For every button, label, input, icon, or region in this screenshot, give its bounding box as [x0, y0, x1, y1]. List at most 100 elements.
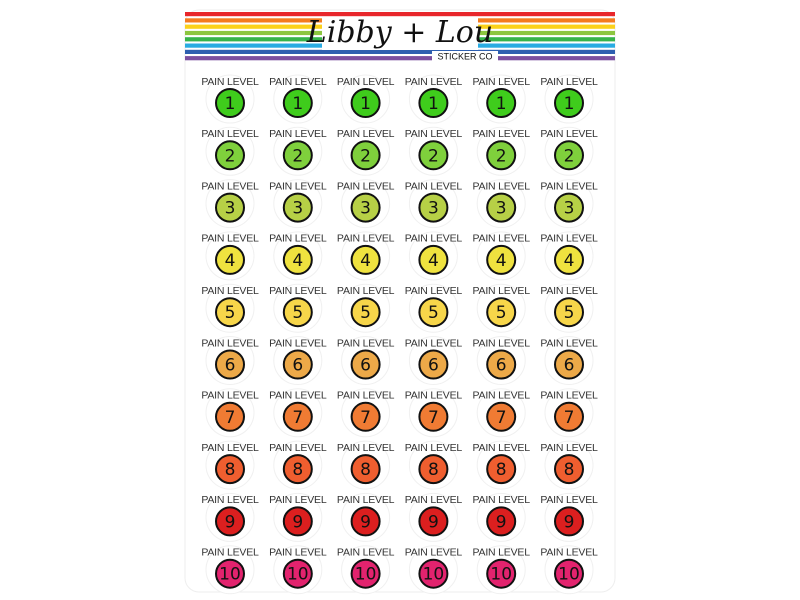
sticker-label: PAIN LEVEL	[473, 285, 531, 297]
sticker-badge	[486, 558, 517, 589]
sticker-badge	[418, 454, 449, 485]
sticker-number: 8	[496, 460, 507, 480]
sticker-badge	[554, 88, 584, 118]
sticker-badge	[350, 454, 381, 485]
brand-subtitle: STICKER CO	[437, 51, 492, 61]
sticker-label: PAIN LEVEL	[540, 546, 598, 558]
sticker-label: PAIN LEVEL	[473, 76, 531, 88]
sticker-badge	[554, 244, 584, 275]
sticker-badge	[282, 244, 313, 275]
sticker-label: PAIN LEVEL	[201, 76, 259, 88]
sticker-badge	[282, 454, 313, 485]
sticker-number: 7	[360, 408, 371, 428]
sticker-label: PAIN LEVEL	[269, 285, 327, 297]
sticker-badge	[282, 297, 313, 328]
sticker-label: PAIN LEVEL	[540, 128, 598, 140]
sticker-badge	[282, 140, 313, 171]
sticker-badge	[215, 297, 245, 328]
sticker-badge	[418, 192, 449, 223]
sticker-number: 4	[225, 251, 236, 271]
sticker-number: 5	[428, 303, 439, 323]
sticker-label: PAIN LEVEL	[473, 494, 531, 506]
sticker-label: PAIN LEVEL	[201, 285, 259, 297]
sticker-label: PAIN LEVEL	[473, 390, 531, 402]
sticker-label: PAIN LEVEL	[269, 180, 327, 192]
stripe	[185, 49, 615, 54]
sticker-badge	[215, 140, 245, 171]
sticker-label: PAIN LEVEL	[201, 180, 259, 192]
sticker-label: PAIN LEVEL	[473, 128, 531, 140]
sticker-number: 6	[225, 356, 236, 376]
sticker-label: PAIN LEVEL	[201, 128, 259, 140]
sticker-number: 4	[292, 251, 303, 271]
sticker-number: 9	[564, 512, 575, 532]
sticker-grid: PAIN LEVEL 1 PAIN LEVEL 1 PAIN LEVEL 1 PAIN LE…	[201, 74, 598, 595]
sticker-number: 1	[496, 94, 507, 114]
sticker-label: PAIN LEVEL	[201, 442, 259, 454]
sticker-badge	[418, 401, 449, 432]
sticker-label: PAIN LEVEL	[540, 390, 598, 402]
sticker-number: 1	[360, 94, 371, 114]
sticker-label: PAIN LEVEL	[473, 180, 531, 192]
sticker-badge	[350, 297, 381, 328]
sticker-number: 2	[225, 146, 236, 166]
stripe	[185, 12, 615, 17]
sticker-label: PAIN LEVEL	[540, 442, 598, 454]
sticker-badge	[486, 297, 517, 328]
sticker-badge	[418, 558, 449, 589]
sticker-badge	[215, 401, 245, 432]
sticker-badge	[486, 506, 517, 537]
sticker-badge	[418, 297, 449, 328]
sticker-label: PAIN LEVEL	[540, 494, 598, 506]
sticker-number: 2	[360, 146, 371, 166]
sticker-number: 8	[292, 460, 303, 480]
sticker-number: 1	[564, 94, 575, 114]
sticker-number: 3	[564, 199, 575, 219]
sticker-label: PAIN LEVEL	[337, 180, 395, 192]
sticker-badge	[350, 192, 381, 223]
sticker-label: PAIN LEVEL	[473, 233, 531, 245]
sticker-badge	[282, 349, 313, 380]
sticker-label: PAIN LEVEL	[201, 546, 259, 558]
sticker-label: PAIN LEVEL	[540, 233, 598, 245]
sticker-label: PAIN LEVEL	[473, 337, 531, 349]
sticker-number: 9	[360, 512, 371, 532]
sticker-number: 3	[360, 199, 371, 219]
sticker-label: PAIN LEVEL	[540, 285, 598, 297]
sticker-badge	[350, 401, 381, 432]
sticker-badge	[486, 401, 517, 432]
sticker-number: 7	[225, 408, 236, 428]
sticker-number: 8	[360, 460, 371, 480]
sticker-label: PAIN LEVEL	[337, 390, 395, 402]
sticker-badge	[486, 140, 517, 171]
sticker-label: PAIN LEVEL	[337, 285, 395, 297]
sticker-badge	[350, 244, 381, 275]
sticker-number: 2	[496, 146, 507, 166]
sticker-number: 8	[564, 460, 575, 480]
sticker-number: 1	[292, 94, 303, 114]
sticker-label: PAIN LEVEL	[405, 233, 463, 245]
sticker-badge	[554, 192, 584, 223]
sticker-badge	[554, 349, 584, 380]
sticker-label: PAIN LEVEL	[269, 494, 327, 506]
sticker-badge	[554, 401, 584, 432]
sticker-number: 1	[225, 94, 236, 114]
subtitle-backdrop	[432, 51, 498, 62]
sticker-number: 9	[292, 512, 303, 532]
sticker-number: 4	[496, 251, 507, 271]
sticker-label: PAIN LEVEL	[405, 76, 463, 88]
sticker-badge	[554, 297, 584, 328]
sticker-badge	[486, 88, 517, 118]
sticker-number: 5	[564, 303, 575, 323]
sticker-label: PAIN LEVEL	[269, 233, 327, 245]
sticker-number: 7	[496, 408, 507, 428]
sticker-number: 3	[225, 199, 236, 219]
sticker-number: 9	[225, 512, 236, 532]
sticker-badge	[418, 244, 449, 275]
stripe	[185, 56, 615, 61]
sticker-badge	[554, 506, 584, 537]
sticker-number: 3	[428, 199, 439, 219]
sticker-number: 7	[564, 408, 575, 428]
sticker-label: PAIN LEVEL	[337, 233, 395, 245]
